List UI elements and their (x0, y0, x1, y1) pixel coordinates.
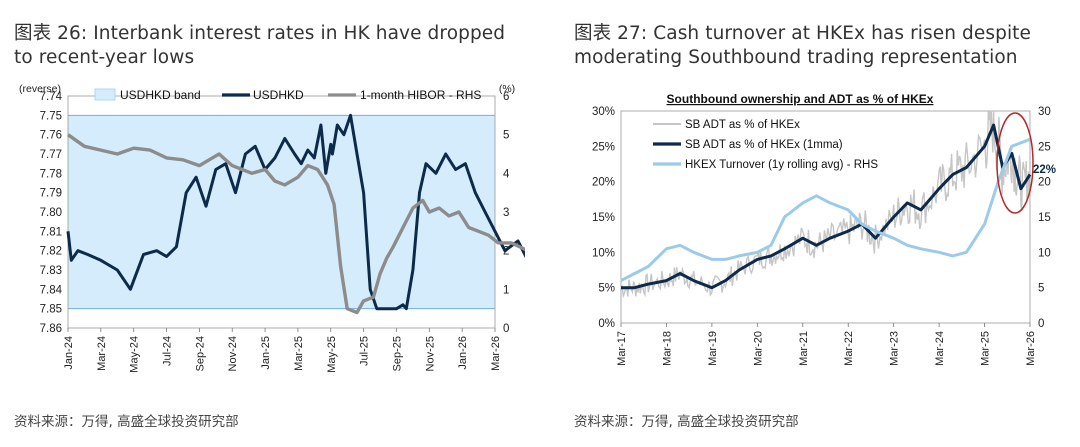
legend-sb-1mma-label: SB ADT as % of HKEx (1mma) (685, 139, 843, 151)
right-axis-unit: (%) (499, 83, 515, 95)
x-tick-label: Jan-25 (260, 336, 272, 370)
x-tick-label: Nov-24 (227, 336, 239, 371)
x-tick-label: Jul-25 (359, 336, 371, 366)
right-plot-frame (620, 110, 1031, 324)
left-y-tick-label: 7.83 (40, 265, 62, 277)
left-panel: 图表 26: Interbank interest rates in HK ha… (10, 23, 530, 430)
right-y-tick-label: 15 (1038, 212, 1051, 224)
legend-hibor-label: 1-month HIBOR - RHS (360, 88, 481, 102)
x-tick-label: Mar-17 (616, 331, 628, 366)
right-y-tick-label: 5 (503, 130, 509, 142)
left-y-tick-label: 10% (592, 247, 615, 259)
x-tick-label: Mar-22 (843, 331, 855, 366)
x-tick-label: Mar-21 (798, 331, 810, 366)
right-y-tick-label: 4 (503, 168, 510, 180)
left-y-tick-label: 7.80 (40, 207, 62, 219)
left-plot-frame (67, 95, 496, 329)
left-y-tick-label: 25% (592, 141, 615, 153)
right-figure-title: 图表 27: Cash turnover at HKEx has risen d… (574, 23, 1032, 68)
legend-sb-raw-label: SB ADT as % of HKEx (685, 119, 800, 131)
highlight-circle (996, 112, 1034, 214)
left-y-tick-label: 7.79 (40, 188, 62, 200)
right-y-tick-label: 3 (503, 207, 509, 219)
x-tick-label: Mar-26 (490, 336, 502, 371)
right-y-tick-label: 10 (1038, 247, 1051, 259)
left-y-tick-label: 7.86 (40, 323, 62, 335)
sb-adt-1mma-line (621, 123, 1032, 290)
left-y-tick-label: 15% (592, 212, 615, 224)
left-y-tick-label: 20% (592, 177, 615, 189)
right-chart-title: Southbound ownership and ADT as % of HKE… (667, 92, 934, 106)
left-y-tick-label: 7.82 (40, 246, 62, 258)
left-y-tick-label: 7.85 (40, 304, 62, 316)
right-y-tick-label: 30 (1038, 106, 1051, 118)
left-y-tick-label: 7.77 (40, 149, 62, 161)
right-y-tick-label: 25 (1038, 141, 1051, 153)
x-tick-label: May-25 (326, 336, 338, 373)
usdhkd-line (66, 113, 530, 311)
legend-band-swatch (94, 88, 116, 101)
legend-hkex-label: HKEX Turnover (1y rolling avg) - RHS (685, 159, 878, 171)
x-tick-label: May-24 (129, 336, 141, 373)
x-tick-label: Jul-24 (162, 336, 174, 366)
left-y-tick-label: 7.84 (40, 284, 63, 296)
x-tick-label: Mar-20 (752, 331, 764, 366)
right-chart-svg: Southbound ownership and ADT as % of HKE… (565, 78, 1070, 398)
x-tick-label: Nov-25 (424, 336, 436, 371)
right-y-tick-label: 5 (1038, 283, 1044, 295)
left-y-tick-label: 30% (592, 106, 615, 118)
left-y-tick-label: 7.78 (40, 168, 62, 180)
x-tick-label: Sep-25 (391, 336, 403, 371)
annotation-22-percent: 22% (1033, 164, 1056, 176)
x-tick-label: Jan-24 (63, 336, 75, 370)
x-tick-label: Mar-24 (96, 336, 108, 371)
x-tick-label: Mar-26 (1025, 331, 1037, 366)
right-y-tick-label: 6 (503, 91, 509, 103)
left-y-tick-label: 7.74 (40, 91, 63, 103)
left-y-tick-label: 7.75 (40, 110, 62, 122)
left-y-tick-label: 5% (598, 283, 615, 295)
hibor-line (67, 133, 529, 315)
right-panel: 图表 27: Cash turnover at HKEx has risen d… (560, 0, 1080, 447)
x-tick-label: Mar-24 (934, 331, 946, 366)
left-y-tick-label: 0% (598, 318, 615, 330)
left-y-tick-label: 7.81 (40, 226, 62, 238)
right-chart: Southbound ownership and ADT as % of HKE… (565, 78, 1070, 402)
legend-usdhkd-label: USDHKD (253, 88, 304, 102)
x-tick-label: Mar-18 (661, 331, 673, 366)
legend-band-label: USDHKD band (120, 88, 201, 102)
left-source: 资料来源：万得, 高盛全球投资研究部 (14, 414, 239, 430)
left-axis-unit: (reverse) (19, 83, 61, 95)
x-tick-label: Mar-19 (707, 331, 719, 366)
right-y-tick-label: 0 (503, 323, 509, 335)
x-tick-label: Mar-23 (889, 331, 901, 366)
left-y-tick-label: 7.76 (40, 130, 62, 142)
x-tick-label: Mar-25 (980, 331, 992, 366)
x-tick-label: Jan-26 (457, 336, 469, 370)
hkex-turnover-line (620, 137, 1031, 282)
right-y-tick-label: 1 (503, 284, 509, 296)
left-figure-title: 图表 26: Interbank interest rates in HK ha… (14, 23, 506, 68)
x-tick-label: Mar-25 (293, 336, 305, 371)
x-tick-label: Sep-24 (194, 336, 206, 371)
right-y-tick-label: 2 (503, 246, 509, 258)
right-source: 资料来源：万得, 高盛全球投资研究部 (574, 414, 799, 430)
left-chart-svg: (reverse) (%) 7.74 7.75 7.76 7.77 7.78 7.79 7.… (10, 78, 530, 398)
right-y-tick-label: 20 (1038, 177, 1051, 189)
right-y-tick-label: 0 (1038, 318, 1044, 330)
left-chart: (reverse) (%) 7.74 7.75 7.76 7.77 7.78 7.79 7.… (10, 78, 530, 402)
sb-adt-raw-line (620, 110, 1030, 299)
